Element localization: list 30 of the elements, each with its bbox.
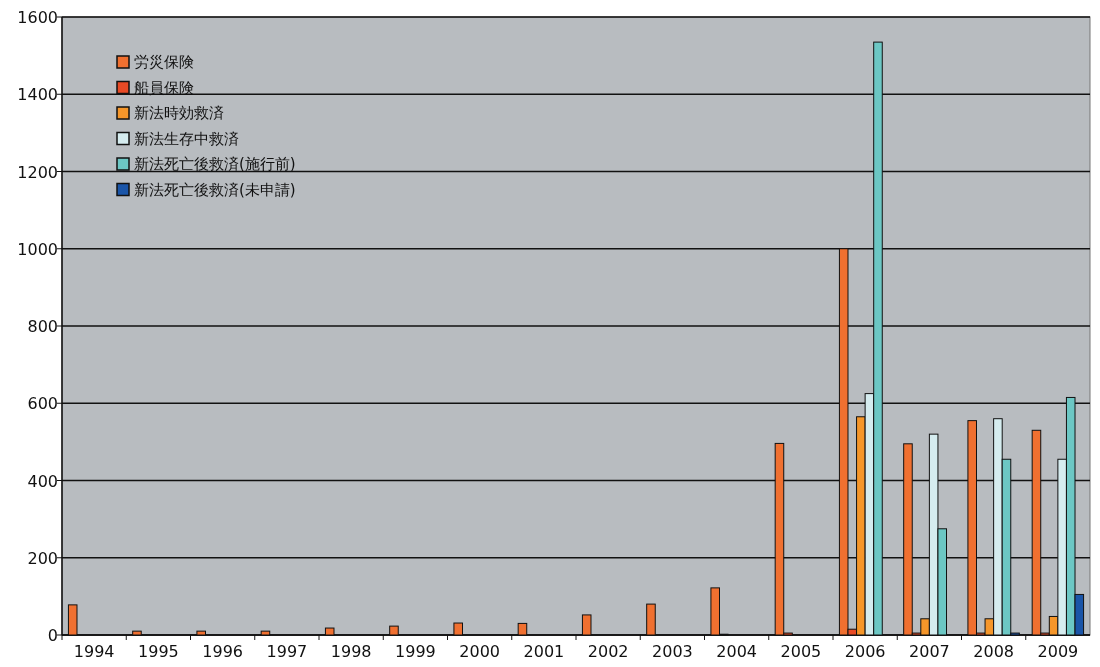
x-tick-label: 2000 bbox=[459, 642, 500, 661]
y-tick-label: 1200 bbox=[17, 162, 58, 182]
x-tick-label: 2006 bbox=[844, 642, 886, 661]
x-tick-label: 2004 bbox=[716, 642, 757, 661]
x-tick-label: 2005 bbox=[780, 642, 822, 661]
x-tick-label: 2002 bbox=[587, 642, 629, 661]
x-tick-label: 2007 bbox=[909, 642, 950, 661]
x-tick-label: 1999 bbox=[395, 642, 436, 661]
x-tick-label: 1998 bbox=[330, 642, 372, 661]
x-tick-label: 2003 bbox=[652, 642, 693, 661]
legend-label: 新法時効救済 bbox=[134, 104, 224, 122]
y-tick-label: 0 bbox=[47, 626, 58, 645]
y-tick-label: 600 bbox=[27, 394, 58, 414]
y-tick-label: 1600 bbox=[17, 8, 58, 27]
legend-label: 労災保険 bbox=[134, 53, 194, 71]
y-tick-label: 400 bbox=[27, 471, 58, 491]
x-tick-label: 2001 bbox=[523, 642, 565, 661]
legend-label: 新法生存中救済 bbox=[134, 129, 239, 148]
x-tick-label: 1996 bbox=[202, 642, 243, 661]
legend-label: 新法死亡後救済(未申請) bbox=[134, 180, 296, 199]
y-tick-label: 800 bbox=[27, 317, 58, 336]
x-tick-label: 2008 bbox=[973, 642, 1014, 661]
y-tick-label: 1000 bbox=[17, 239, 58, 259]
x-tick-label: 1997 bbox=[266, 642, 308, 661]
y-tick-label: 200 bbox=[27, 548, 58, 568]
y-tick-label: 1400 bbox=[17, 85, 58, 105]
x-tick-label: 2009 bbox=[1037, 642, 1079, 661]
legend-label: 新法死亡後救済(施行前) bbox=[134, 155, 296, 173]
x-tick-label: 1995 bbox=[138, 642, 179, 661]
x-tick-label: 1994 bbox=[73, 642, 115, 661]
